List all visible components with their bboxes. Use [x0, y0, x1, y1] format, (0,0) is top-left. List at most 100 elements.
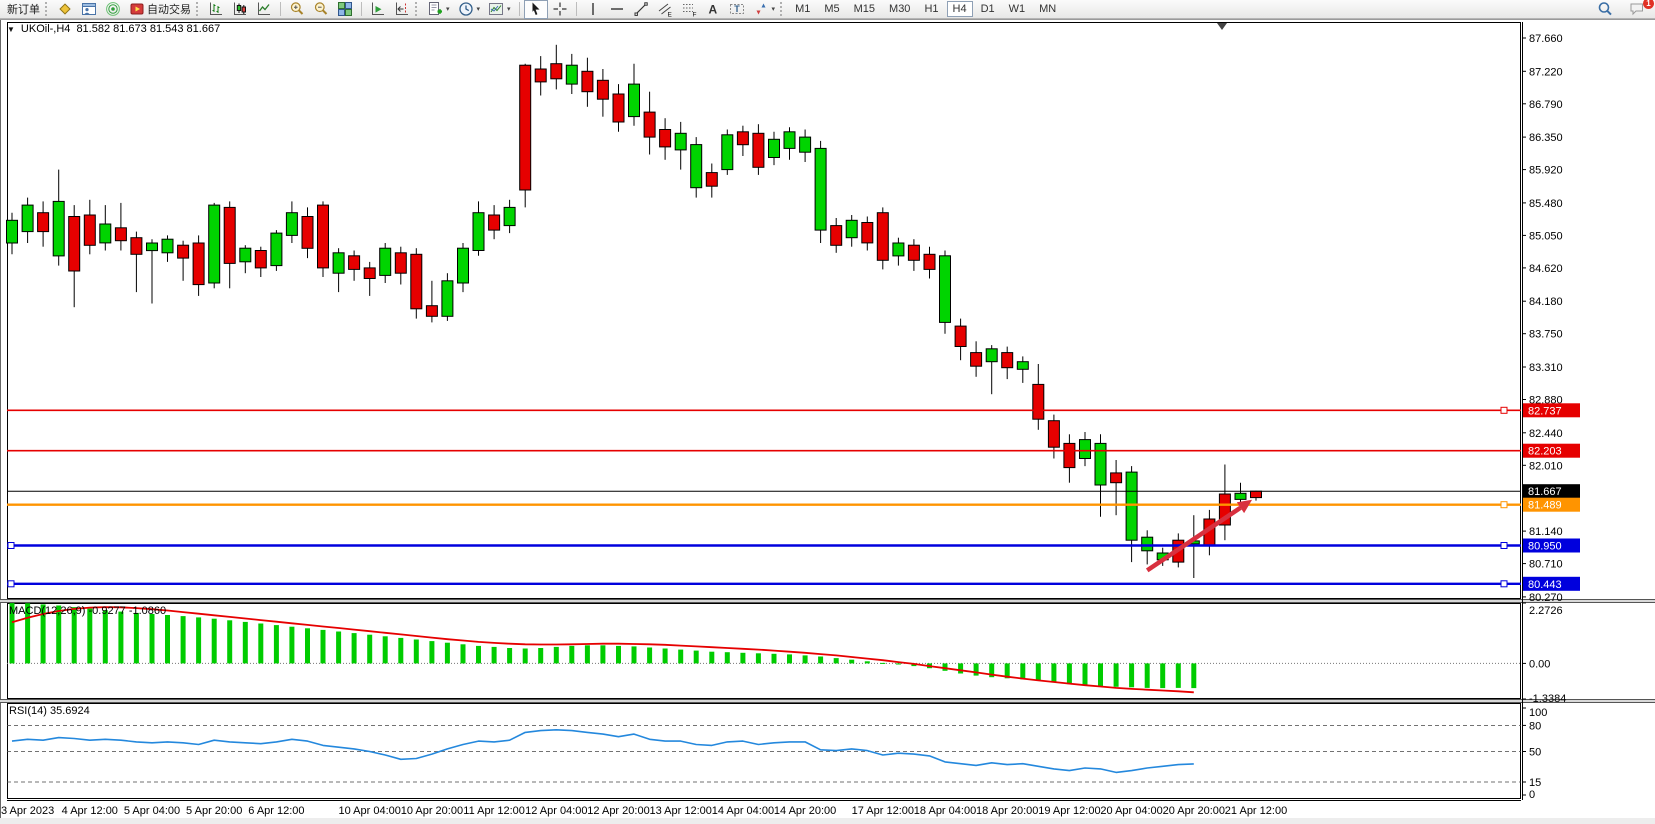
fibonacci-button[interactable]: F	[677, 0, 701, 19]
search-button[interactable]	[1593, 0, 1617, 19]
price-chip-81.667: 81.667	[1523, 484, 1580, 499]
timeframe-h1-button[interactable]: H1	[924, 3, 939, 15]
trendline-button[interactable]	[629, 0, 653, 19]
toolbar-grip[interactable]	[45, 2, 50, 16]
svg-text:14 Apr 20:00: 14 Apr 20:00	[774, 805, 836, 817]
vertical-line-button[interactable]	[581, 0, 605, 19]
svg-text:85.050: 85.050	[1529, 230, 1563, 242]
zoom-in-button[interactable]	[285, 0, 309, 19]
timeframe-d1-button[interactable]: D1	[980, 3, 995, 15]
price-chip-82.203: 82.203	[1523, 443, 1580, 458]
svg-text:10 Apr 04:00: 10 Apr 04:00	[339, 805, 401, 817]
svg-text:21 Apr 12:00: 21 Apr 12:00	[1225, 805, 1287, 817]
timeframe-m15-button[interactable]: M15	[853, 3, 876, 15]
periods-clock-button[interactable]: ▾	[454, 0, 485, 19]
price-lines-layer[interactable]	[7, 406, 1521, 588]
svg-text:82.010: 82.010	[1529, 460, 1563, 472]
symbol-label: ▼ UKOil-,H4 81.582 81.673 81.543 81.667	[7, 23, 220, 35]
timeframe-mn-button[interactable]: MN	[1039, 3, 1057, 15]
toolbar-separator	[518, 2, 520, 16]
chart-shift-icon	[396, 2, 408, 15]
chat-icon	[1630, 3, 1643, 16]
arrows-icon	[756, 3, 766, 15]
line-handle[interactable]	[1500, 542, 1508, 549]
line-chart-button[interactable]	[252, 0, 276, 19]
crosshair-button[interactable]	[548, 0, 572, 19]
chart-shift-marker[interactable]	[1217, 23, 1227, 30]
timeframe-w1-button[interactable]: W1	[1008, 3, 1026, 15]
svg-text:T: T	[734, 4, 740, 14]
svg-text:82.203: 82.203	[1528, 446, 1562, 458]
rsi-indicator-label: RSI(14) 35.6924	[9, 705, 90, 717]
timeframe-m5-button[interactable]: M5	[824, 3, 840, 15]
symbol-ohlc: 81.582 81.673 81.543 81.667	[76, 23, 221, 35]
timeframe-h4-button[interactable]: H4	[946, 1, 973, 17]
template-button[interactable]: ▾	[484, 0, 515, 19]
toolbar-grip[interactable]	[415, 2, 420, 16]
svg-text:80.443: 80.443	[1528, 579, 1562, 591]
price-axis[interactable]: 87.660 87.220 86.790 86.350 85.920 85.480 85.0…	[1522, 22, 1580, 801]
timeframe-m1-button[interactable]: M1	[795, 3, 811, 15]
signal-button[interactable]	[101, 0, 125, 19]
new-order-button[interactable]: 新订单	[7, 4, 40, 16]
toolbar-separator	[280, 2, 281, 16]
line-handle[interactable]	[7, 542, 15, 549]
arrows-button[interactable]: ▾	[749, 0, 780, 19]
market-watch-button[interactable]	[53, 0, 77, 19]
timeframe-m30-button[interactable]: M30	[889, 3, 911, 15]
line-handle[interactable]	[1500, 580, 1508, 588]
line-handle[interactable]	[1500, 501, 1508, 509]
svg-text:87.220: 87.220	[1529, 66, 1563, 78]
svg-text:3 Apr 2023: 3 Apr 2023	[1, 805, 54, 817]
candlestick-chart-button[interactable]	[228, 0, 252, 19]
svg-text:80.950: 80.950	[1528, 541, 1562, 553]
candles-layer	[6, 44, 1262, 578]
main-toolbar: 新订单 自动交易 ▾ ▾ ▾ E F A T ▾ M1 M5 M15 M30 H1 H4 D1 W1 MN 1	[0, 0, 1655, 19]
chat-button[interactable]: 1	[1625, 0, 1654, 19]
add-indicator-button[interactable]: ▾	[423, 0, 454, 19]
svg-text:12 Apr 20:00: 12 Apr 20:00	[587, 805, 649, 817]
periods-clock-icon	[458, 2, 473, 16]
text-label-icon: T	[729, 4, 744, 14]
chevron-down-icon: ▾	[476, 6, 481, 13]
chevron-down-icon[interactable]: ▼	[7, 24, 15, 34]
data-window-button[interactable]	[77, 0, 101, 19]
svg-text:80.710: 80.710	[1529, 559, 1563, 571]
horizontal-line-button[interactable]	[605, 0, 629, 19]
svg-text:100: 100	[1529, 707, 1547, 719]
cursor-button[interactable]	[523, 0, 548, 19]
equidistant-channel-button[interactable]: E	[653, 0, 677, 19]
auto-scroll-button[interactable]	[366, 0, 390, 19]
pane-separator[interactable]	[0, 699, 1655, 703]
text-label-button[interactable]: T	[725, 0, 749, 19]
line-handle[interactable]	[7, 580, 15, 588]
zoom-in-icon	[290, 2, 304, 15]
svg-text:81.140: 81.140	[1529, 526, 1563, 538]
svg-text:10 Apr 20:00: 10 Apr 20:00	[401, 805, 463, 817]
chart-shift-button[interactable]	[390, 0, 414, 19]
autotrading-button[interactable]: 自动交易	[125, 0, 195, 19]
toolbar-grip[interactable]	[780, 2, 785, 16]
chart-canvas[interactable]: 87.660 87.220 86.790 86.350 85.920 85.480 85.0…	[0, 19, 1655, 824]
bar-chart-button[interactable]	[204, 0, 228, 19]
zoom-out-button[interactable]	[309, 0, 333, 19]
toolbar-right-group: 1	[1593, 0, 1655, 19]
time-axis[interactable]: 3 Apr 2023 4 Apr 12:00 5 Apr 04:00 5 Apr 20…	[1, 800, 1521, 818]
svg-text:83.310: 83.310	[1529, 362, 1563, 374]
svg-text:19 Apr 12:00: 19 Apr 12:00	[1038, 805, 1100, 817]
cursor-icon	[532, 2, 540, 15]
text-button[interactable]: A	[701, 0, 725, 19]
svg-text:E: E	[667, 12, 672, 18]
pane-separator[interactable]	[0, 599, 1655, 603]
svg-text:82.737: 82.737	[1528, 405, 1562, 417]
rsi-line	[11, 728, 1194, 774]
svg-text:86.790: 86.790	[1529, 99, 1563, 111]
arrow-annotation[interactable]	[1145, 499, 1253, 573]
svg-text:5 Apr 20:00: 5 Apr 20:00	[186, 805, 242, 817]
vertical-line-icon	[591, 3, 594, 15]
svg-text:0.00: 0.00	[1529, 658, 1550, 670]
line-handle[interactable]	[1500, 406, 1508, 414]
tile-windows-button[interactable]	[333, 0, 357, 19]
toolbar-grip[interactable]	[196, 2, 201, 16]
